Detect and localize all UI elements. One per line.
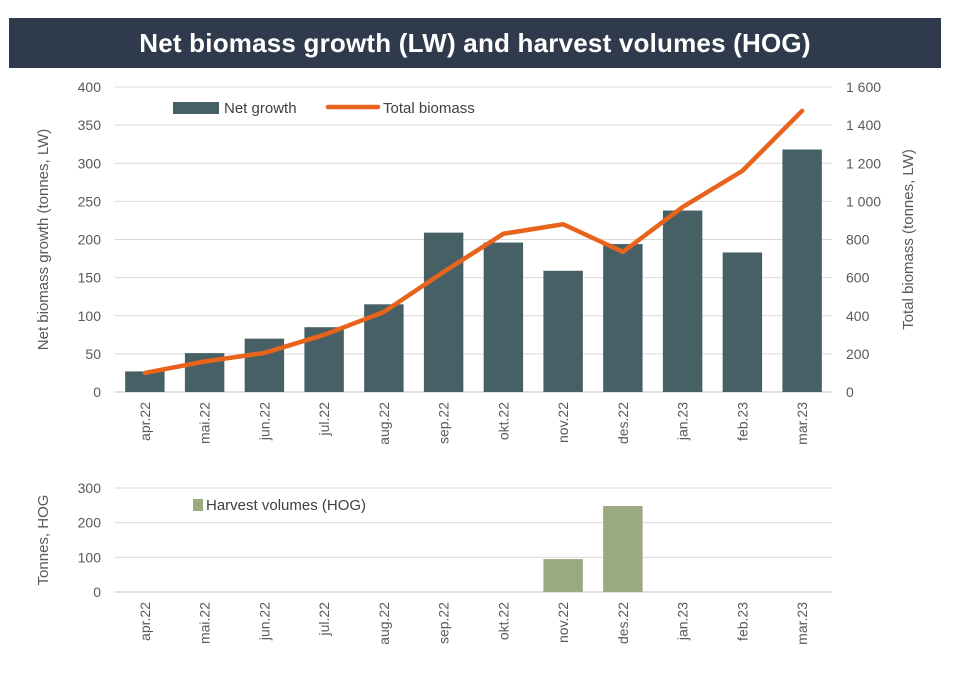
bottom-x-tick-label: mai.22 (197, 602, 213, 644)
harvest-bars (543, 506, 643, 592)
right-axis-title: Total biomass (tonnes, LW) (900, 149, 917, 330)
bottom-x-tick-label: jul.22 (316, 602, 332, 637)
total-biomass-series-line (142, 108, 805, 376)
bottom-x-tick-label: aug.22 (376, 602, 392, 645)
net-growth-bar-feb-23 (722, 252, 763, 392)
chart-title-bar: Net biomass growth (LW) and harvest volu… (9, 18, 941, 68)
top-x-tick-label: jul.22 (316, 402, 332, 437)
top-left-tick-label: 150 (78, 270, 102, 286)
bottom-x-tick-label: jan.23 (675, 602, 691, 641)
bottom-axis-title: Tonnes, HOG (35, 495, 52, 586)
legend-harvest-swatch (193, 499, 203, 511)
net-growth-bar-jan-23 (662, 210, 703, 392)
bottom-left-tick-label: 0 (93, 584, 101, 600)
bottom-chart-legend: Harvest volumes (HOG) (193, 497, 366, 514)
top-chart-legend: Net growth Total biomass (173, 100, 475, 117)
top-left-tick-label: 200 (78, 232, 102, 248)
top-x-tick-label: mar.23 (794, 402, 810, 445)
top-right-tick-label: 1 400 (846, 117, 881, 133)
top-right-tick-label: 200 (846, 346, 870, 362)
top-left-tick-label: 50 (85, 346, 101, 362)
net-growth-bar-nov-22 (543, 270, 583, 392)
bottom-chart-gridlines (115, 487, 832, 593)
top-right-tick-label: 600 (846, 270, 870, 286)
top-x-tick-label: jan.23 (675, 402, 691, 441)
top-x-tick-label: aug.22 (376, 402, 392, 445)
total-biomass-line (142, 108, 805, 376)
top-x-tick-label: jun.22 (256, 402, 272, 441)
top-right-tick-label: 400 (846, 308, 870, 324)
net-growth-bar-mar-23 (782, 149, 822, 392)
top-right-axis-ticks: 0 200 400 600 800 1 000 1 200 1 400 1 600 (846, 79, 881, 400)
top-left-axis-ticks: 0 50 100 150 200 250 300 350 400 (78, 79, 102, 400)
net-growth-bar-sep-22 (423, 232, 464, 392)
chart-title: Net biomass growth (LW) and harvest volu… (139, 27, 811, 58)
bottom-x-tick-label: sep.22 (436, 602, 452, 644)
harvest-bar-des-22 (603, 506, 643, 592)
legend-net-growth-swatch (173, 102, 219, 114)
bottom-x-axis-ticks: apr.22 mai.22 jun.22 jul.22 aug.22 sep.22 okt.… (137, 602, 810, 645)
top-x-tick-label: okt.22 (495, 402, 511, 440)
bottom-x-tick-label: nov.22 (555, 602, 571, 643)
bottom-x-tick-label: des.22 (615, 602, 631, 644)
bottom-left-tick-label: 200 (78, 515, 102, 531)
top-x-tick-label: apr.22 (137, 402, 153, 441)
top-left-tick-label: 300 (78, 155, 102, 171)
net-growth-bar-apr-22 (125, 371, 165, 392)
top-left-tick-label: 250 (78, 193, 102, 209)
net-growth-bar-okt-22 (483, 242, 524, 392)
top-x-tick-label: nov.22 (555, 402, 571, 443)
legend-net-growth-label: Net growth (224, 100, 297, 117)
top-x-axis-ticks: apr.22 mai.22 jun.22 jul.22 aug.22 sep.22 okt.… (137, 402, 810, 445)
bottom-x-tick-label: mar.23 (794, 602, 810, 645)
net-growth-bar-des-22 (603, 244, 643, 392)
left-axis-title: Net biomass growth (tonnes, LW) (35, 129, 52, 350)
top-chart-gridlines (115, 86, 832, 393)
top-right-tick-label: 800 (846, 232, 870, 248)
legend-harvest-label: Harvest volumes (HOG) (206, 497, 366, 514)
bottom-x-tick-label: okt.22 (495, 602, 511, 640)
bottom-x-tick-label: apr.22 (137, 602, 153, 641)
top-right-tick-label: 1 200 (846, 155, 881, 171)
bottom-x-tick-label: jun.22 (256, 602, 272, 641)
bottom-left-axis-ticks: 0 100 200 300 (78, 480, 102, 600)
top-left-tick-label: 400 (78, 79, 102, 95)
top-x-tick-label: des.22 (615, 402, 631, 444)
top-right-tick-label: 0 (846, 384, 854, 400)
top-left-tick-label: 0 (93, 384, 101, 400)
top-right-tick-label: 1 600 (846, 79, 881, 95)
top-right-tick-label: 1 000 (846, 193, 881, 209)
bottom-x-tick-label: feb.23 (734, 602, 750, 641)
bottom-left-tick-label: 100 (78, 549, 102, 565)
harvest-bar-nov-22 (543, 559, 583, 592)
top-x-tick-label: feb.23 (734, 402, 750, 441)
legend-total-biomass-label: Total biomass (383, 100, 475, 117)
bottom-left-tick-label: 300 (78, 480, 102, 496)
top-x-tick-label: sep.22 (436, 402, 452, 444)
top-x-tick-label: mai.22 (197, 402, 213, 444)
top-left-tick-label: 100 (78, 308, 102, 324)
top-left-tick-label: 350 (78, 117, 102, 133)
